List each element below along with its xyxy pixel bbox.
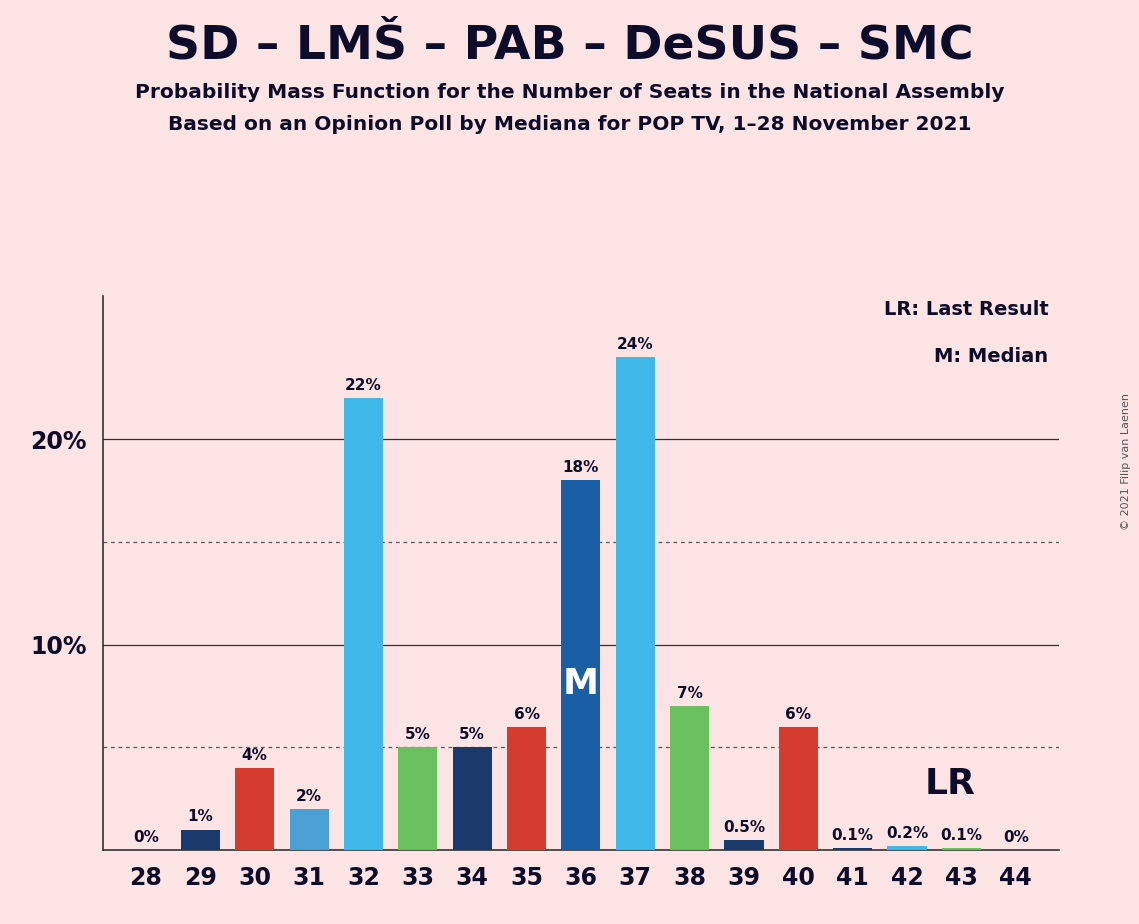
Text: SD – LMŠ – PAB – DeSUS – SMC: SD – LMŠ – PAB – DeSUS – SMC [165, 23, 974, 68]
Bar [235, 768, 274, 850]
Text: 0.5%: 0.5% [723, 820, 765, 834]
Text: 18%: 18% [563, 460, 599, 475]
Text: 0.1%: 0.1% [941, 828, 983, 843]
Text: M: M [563, 667, 599, 700]
Text: 24%: 24% [617, 337, 654, 352]
Bar [779, 727, 818, 850]
Bar [670, 706, 710, 850]
Text: 4%: 4% [241, 748, 268, 763]
Bar [507, 727, 546, 850]
Text: © 2021 Filip van Laenen: © 2021 Filip van Laenen [1121, 394, 1131, 530]
Text: LR: Last Result: LR: Last Result [884, 299, 1048, 319]
Bar [887, 846, 927, 850]
Text: Based on an Opinion Poll by Mediana for POP TV, 1–28 November 2021: Based on an Opinion Poll by Mediana for … [167, 116, 972, 135]
Bar [833, 848, 872, 850]
Bar [724, 840, 763, 850]
Text: 22%: 22% [345, 378, 382, 394]
Text: 0%: 0% [1002, 830, 1029, 845]
Bar [452, 748, 492, 850]
Text: 0.1%: 0.1% [831, 828, 874, 843]
Text: 2%: 2% [296, 789, 322, 804]
Text: 7%: 7% [677, 687, 703, 701]
Text: Probability Mass Function for the Number of Seats in the National Assembly: Probability Mass Function for the Number… [134, 83, 1005, 103]
Bar [399, 748, 437, 850]
Bar [289, 809, 329, 850]
Text: LR: LR [925, 767, 976, 801]
Text: 0%: 0% [133, 830, 159, 845]
Bar [181, 830, 220, 850]
Bar [562, 480, 600, 850]
Text: M: Median: M: Median [934, 347, 1048, 366]
Text: 6%: 6% [514, 707, 540, 722]
Bar [344, 398, 383, 850]
Bar [942, 848, 981, 850]
Text: 1%: 1% [188, 809, 213, 824]
Text: 0.2%: 0.2% [886, 826, 928, 841]
Text: 5%: 5% [459, 727, 485, 742]
Text: 6%: 6% [785, 707, 811, 722]
Text: 5%: 5% [404, 727, 431, 742]
Bar [616, 358, 655, 850]
